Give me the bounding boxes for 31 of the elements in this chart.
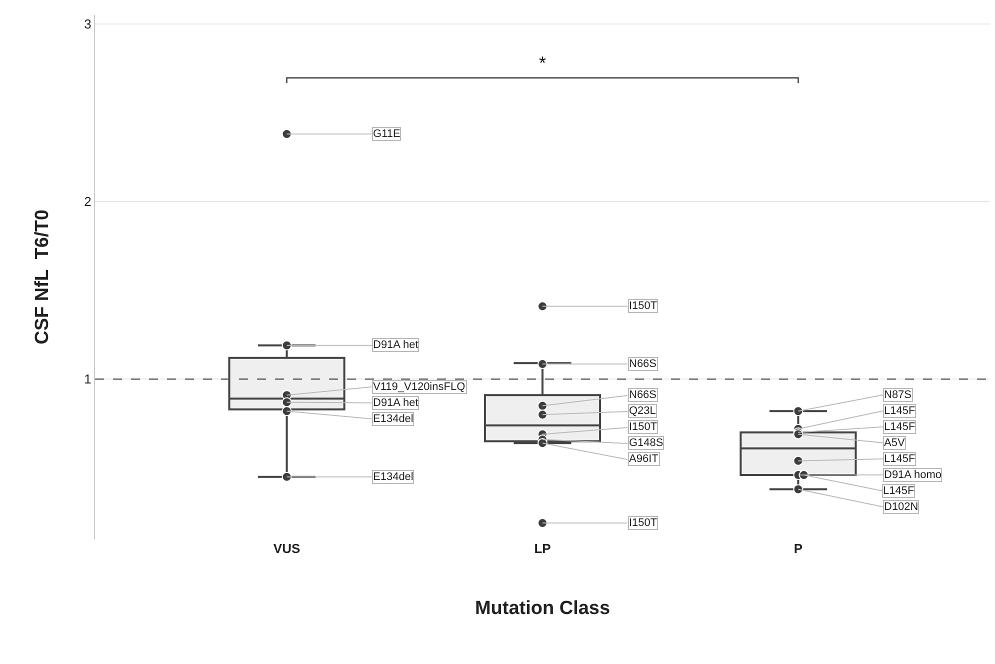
x-tick-label: LP <box>534 541 552 556</box>
annotation: G11E <box>373 128 400 140</box>
annotation: D91A het <box>373 397 418 409</box>
y-axis-title: CSF NfL T6/T0 <box>32 210 54 344</box>
annotation: * <box>539 53 546 73</box>
annotation: E134del <box>373 471 414 483</box>
annotation: I150T <box>629 300 658 312</box>
y-tick-label: 2 <box>84 194 92 210</box>
annotation: I150T <box>629 421 658 433</box>
annotation: N66S <box>629 389 657 401</box>
annotation: N87S <box>884 389 912 401</box>
y-tick-label: 1 <box>84 372 92 387</box>
annotation: Q23L <box>629 405 656 417</box>
x-tick-label: VUS <box>273 541 300 556</box>
annotation: A5V <box>884 437 906 449</box>
annotation: N66S <box>629 358 657 370</box>
annotation: G148S <box>629 437 664 449</box>
annotation: E134del <box>373 413 414 425</box>
annotation: L145F <box>884 421 916 433</box>
annotation: I150T <box>629 517 658 529</box>
annotation: D91A het <box>373 339 418 351</box>
annotation: L145F <box>884 453 916 465</box>
annotation: D102N <box>884 501 918 513</box>
annotation: L145F <box>884 405 916 417</box>
annotation: V119_V120insFLQ <box>373 381 466 393</box>
annotation: D91A homo <box>884 469 942 481</box>
x-tick-label: P <box>794 541 803 556</box>
x-axis-title: Mutation Class <box>474 598 610 619</box>
annotation: L145F <box>883 485 914 497</box>
y-tick-label: 3 <box>84 16 92 32</box>
annotation: A96IT <box>629 453 659 465</box>
